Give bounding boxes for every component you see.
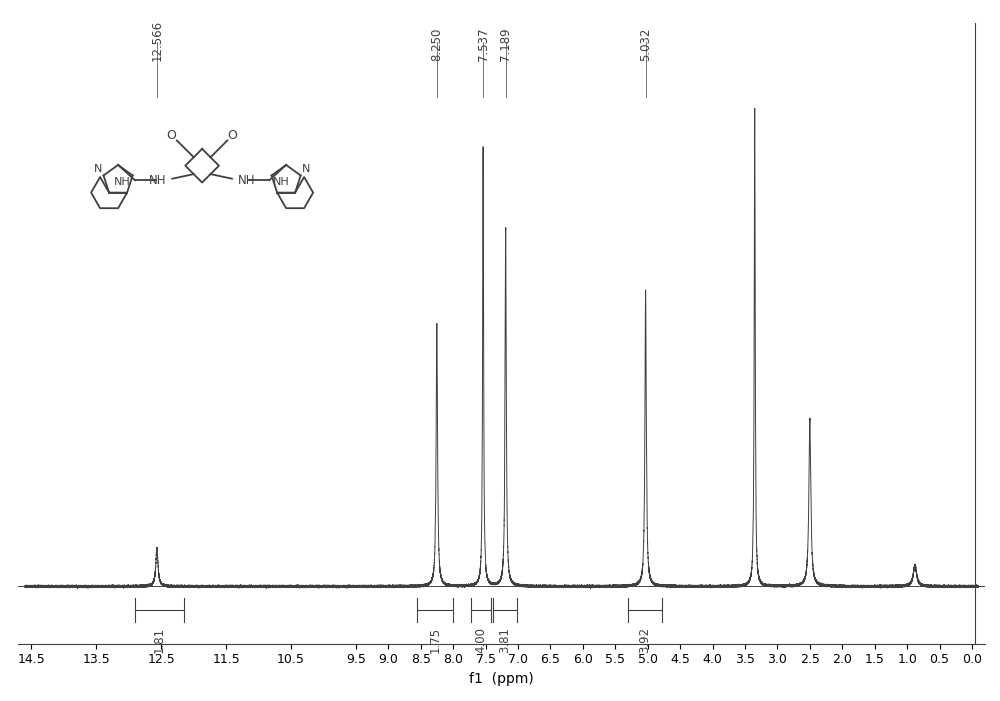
X-axis label: f1  (ppm): f1 (ppm) (469, 672, 534, 686)
Text: 5.032: 5.032 (639, 28, 652, 61)
Text: 8.250: 8.250 (430, 28, 443, 61)
Text: 3.92: 3.92 (639, 627, 652, 653)
Text: 12.566: 12.566 (150, 20, 163, 61)
Text: 7.537: 7.537 (477, 27, 490, 61)
Text: 1.81: 1.81 (153, 627, 166, 653)
Text: 3.81: 3.81 (498, 627, 511, 653)
Text: 7.189: 7.189 (499, 27, 512, 61)
Text: 4.00: 4.00 (474, 627, 487, 653)
Text: 1.75: 1.75 (429, 627, 442, 653)
